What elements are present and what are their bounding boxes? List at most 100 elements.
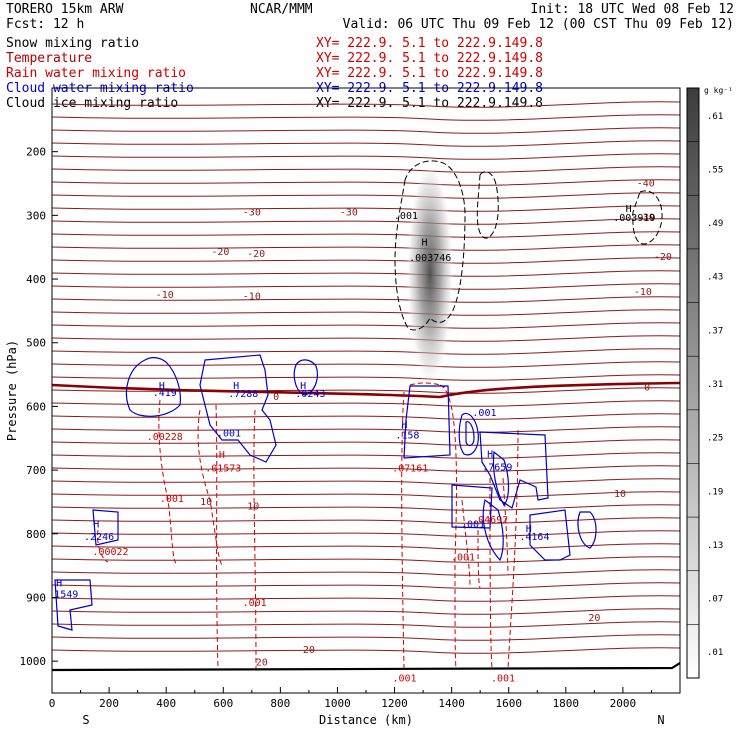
temperature-label: -10 bbox=[243, 291, 261, 302]
snow-label: H bbox=[626, 204, 632, 215]
temperature-contour bbox=[52, 322, 680, 329]
field-legend: Snow mixing ratio XY= 222.9. 5.1 to 222.… bbox=[6, 36, 543, 111]
y-tick-label: 400 bbox=[26, 273, 46, 286]
rain-water-contour bbox=[439, 384, 457, 669]
x-tick-label: 1400 bbox=[438, 697, 465, 710]
cloud-water-label: .419 bbox=[153, 388, 177, 399]
temperature-contour bbox=[52, 205, 680, 212]
x-tick-label: 200 bbox=[99, 697, 119, 710]
x-tick-label: 800 bbox=[270, 697, 290, 710]
rain-water-label: .001 bbox=[160, 494, 184, 505]
temperature-label: -10 bbox=[634, 287, 652, 298]
cloud-water-label: H bbox=[487, 449, 493, 460]
legend-cloud-ice-label: Cloud ice mixing ratio bbox=[6, 96, 178, 111]
temperature-contour bbox=[52, 595, 680, 602]
cloud-water-label: .001 bbox=[461, 519, 485, 530]
cloud-water-label: .158 bbox=[395, 430, 419, 441]
legend-temperature-xy: XY= 222.9. 5.1 to 222.9.149.8 bbox=[316, 51, 543, 66]
temperature-contour bbox=[52, 387, 680, 394]
cloud-water-contour bbox=[465, 421, 475, 447]
colorbar-unit: g kg⁻¹ bbox=[704, 86, 733, 95]
y-tick-label: 800 bbox=[26, 528, 46, 541]
cloud-water-contour bbox=[125, 357, 181, 417]
temperature-contour bbox=[52, 374, 680, 381]
temperature-contour bbox=[52, 114, 680, 121]
colorbar-label: .01 bbox=[707, 648, 723, 658]
temperature-contour bbox=[52, 101, 680, 108]
cloud-water-contour bbox=[529, 509, 571, 561]
rain-water-label: .001 bbox=[243, 598, 267, 609]
rain-water-contour bbox=[215, 404, 219, 669]
rain-water-label: .00228 bbox=[147, 432, 183, 443]
temperature-contours bbox=[52, 101, 680, 672]
temperature-contour bbox=[52, 543, 680, 550]
snow-label: .001 bbox=[394, 211, 418, 222]
init-time: Init: 18 UTC Wed 08 Feb 12 bbox=[531, 2, 735, 17]
rain-water-label: .00022 bbox=[92, 547, 128, 558]
rain-water-contour bbox=[489, 477, 493, 669]
temperature-contour bbox=[52, 413, 680, 420]
temperature-label: 10 bbox=[200, 497, 212, 508]
temperature-label: -30 bbox=[637, 212, 655, 223]
temperature-contour bbox=[52, 283, 680, 290]
temperature-contour bbox=[52, 179, 680, 186]
legend-snow-label: Snow mixing ratio bbox=[6, 36, 139, 51]
temperature-label: -20 bbox=[654, 252, 672, 263]
cloud-water-label: 1549 bbox=[54, 589, 78, 600]
rain-water-contour bbox=[158, 399, 177, 564]
cloud-water-label: H bbox=[56, 579, 62, 590]
cloud-water-label: H bbox=[402, 420, 408, 431]
rain-water-label: .001 bbox=[451, 553, 475, 564]
x-tick-label: 1000 bbox=[324, 697, 351, 710]
temperature-contour bbox=[52, 569, 680, 576]
cloud-water-contour bbox=[199, 354, 277, 463]
temperature-contour bbox=[52, 400, 680, 407]
temperature-contour bbox=[52, 127, 680, 134]
temperature-contour bbox=[52, 218, 680, 225]
temperature-contour bbox=[52, 361, 680, 368]
temperature-contour bbox=[52, 244, 680, 251]
rain-water-contour bbox=[477, 529, 481, 589]
x-axis-title: Distance (km) bbox=[319, 713, 413, 727]
temperature-contour bbox=[52, 582, 680, 589]
cloud-water-contour bbox=[492, 450, 510, 507]
x-tick-label: 1600 bbox=[495, 697, 522, 710]
colorbar-label: .25 bbox=[707, 434, 723, 444]
temperature-label: -40 bbox=[637, 179, 655, 190]
x-tick-label: 1200 bbox=[381, 697, 408, 710]
colorbar-label: .13 bbox=[707, 541, 723, 551]
temperature-contour bbox=[52, 439, 680, 446]
cloud-water-label: H bbox=[159, 381, 165, 392]
temperature-label: -20 bbox=[211, 247, 229, 258]
rain-water-label: .07161 bbox=[392, 463, 428, 474]
temperature-contour bbox=[52, 465, 680, 472]
rain-water-contour bbox=[97, 529, 109, 563]
rain-water-label: .001 bbox=[392, 674, 416, 685]
cloud-ice-contour bbox=[394, 160, 466, 331]
temperature-contour bbox=[52, 426, 680, 433]
legend-cloud-ice-xy: XY= 222.9. 5.1 to 222.9.149.8 bbox=[316, 96, 543, 111]
temperature-contour bbox=[52, 140, 680, 147]
rain-water-contour bbox=[197, 409, 223, 566]
cloud-ice-contours bbox=[394, 160, 663, 331]
snow-label: .003919 bbox=[613, 213, 655, 224]
cloud-water-label: .7659 bbox=[482, 463, 512, 474]
y-tick-label: 1000 bbox=[20, 655, 47, 668]
y-tick-label: 500 bbox=[26, 337, 46, 350]
temperature-contour bbox=[52, 608, 680, 615]
temperature-contour bbox=[52, 192, 680, 199]
temperature-contour bbox=[52, 491, 680, 498]
temperature-contour bbox=[52, 270, 680, 277]
contour-labels: -40 -30 -30 -30 -20 -20 -20 -10 -10 -10 0 0 10 10 10 20… bbox=[54, 179, 672, 685]
chart-axes: 0 200 400 600 800 1000 1200 1400 1600 1800 2000200… bbox=[5, 146, 665, 727]
colorbar-scale bbox=[686, 87, 700, 679]
cloud-water-label: .2246 bbox=[84, 532, 114, 543]
forecast-hour: Fcst: 12 h bbox=[6, 17, 84, 32]
rain-water-contour bbox=[401, 391, 405, 669]
y-tick-label: 900 bbox=[26, 591, 46, 604]
y-tick-label: 600 bbox=[26, 400, 46, 413]
x-tick-label: 1800 bbox=[553, 697, 580, 710]
center-title: NCAR/MMM bbox=[250, 2, 313, 17]
rain-water-label: .01573 bbox=[205, 463, 241, 474]
colorbar-label: .55 bbox=[707, 165, 723, 175]
